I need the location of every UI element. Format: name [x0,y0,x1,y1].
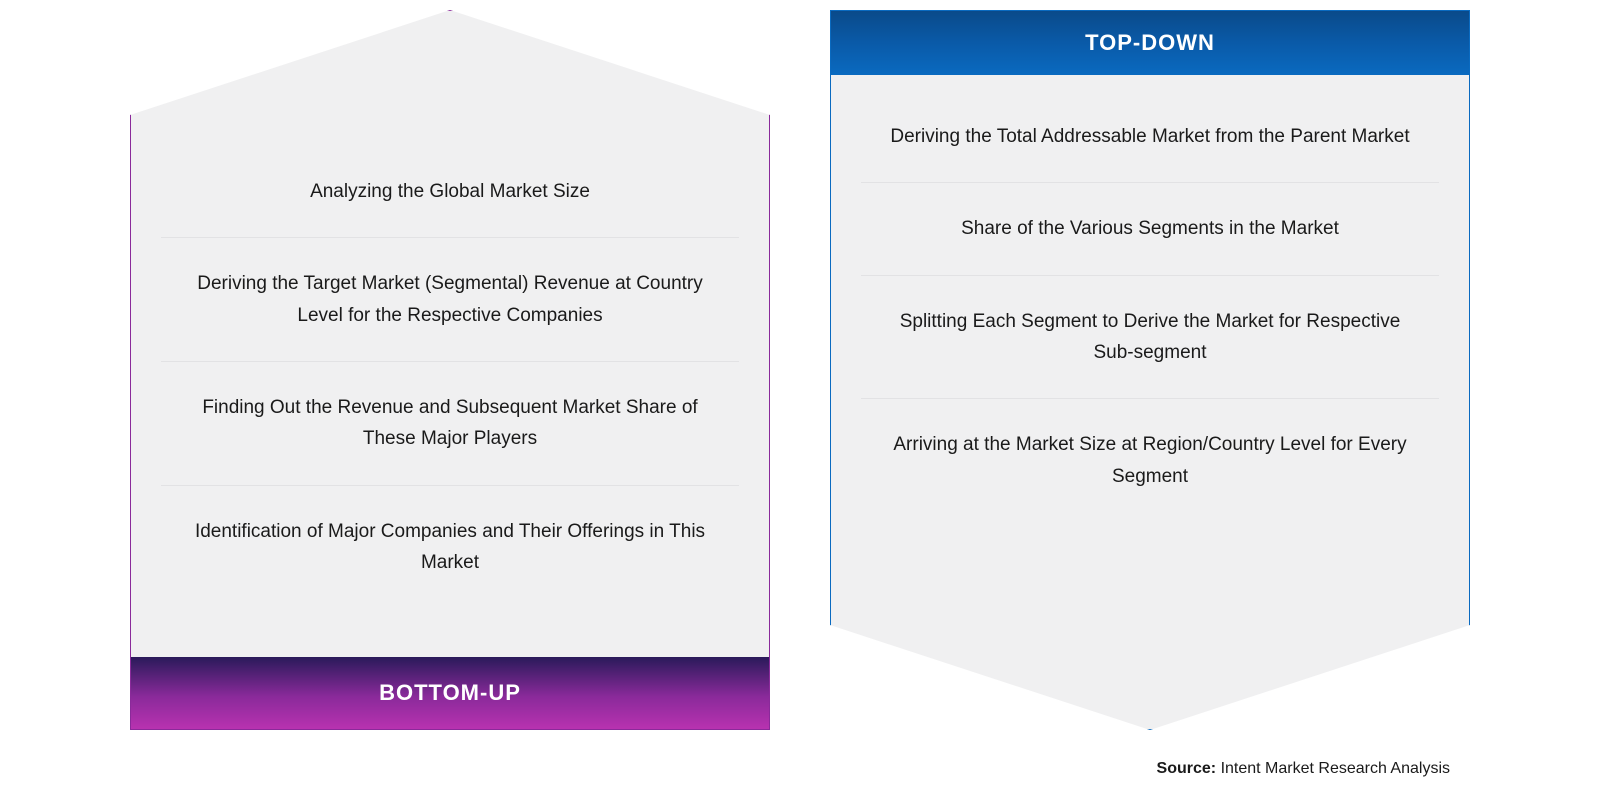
top-down-item: Deriving the Total Addressable Market fr… [861,91,1439,183]
bottom-up-item: Analyzing the Global Market Size [161,146,739,238]
bottom-up-panel: Analyzing the Global Market Size Derivin… [130,10,770,730]
top-down-panel: TOP-DOWN Deriving the Total Addressable … [830,10,1470,730]
bottom-up-shape: Analyzing the Global Market Size Derivin… [130,10,770,730]
top-down-item: Arriving at the Market Size at Region/Co… [861,399,1439,522]
top-down-item: Share of the Various Segments in the Mar… [861,183,1439,275]
bottom-up-title-bar: BOTTOM-UP [131,657,769,729]
source-line: Source: Intent Market Research Analysis [1157,760,1450,778]
top-down-item: Splitting Each Segment to Derive the Mar… [861,276,1439,400]
top-down-title: TOP-DOWN [1085,30,1215,56]
top-down-title-bar: TOP-DOWN [831,11,1469,75]
bottom-up-item: Deriving the Target Market (Segmental) R… [161,238,739,362]
bottom-up-title: BOTTOM-UP [379,680,521,706]
source-text: Intent Market Research Analysis [1221,760,1450,777]
top-down-items: Deriving the Total Addressable Market fr… [831,91,1469,522]
diagram-wrap: Analyzing the Global Market Size Derivin… [0,0,1600,730]
bottom-up-item: Identification of Major Companies and Th… [161,486,739,609]
bottom-up-item: Finding Out the Revenue and Subsequent M… [161,362,739,486]
bottom-up-items: Analyzing the Global Market Size Derivin… [131,146,769,608]
top-down-shape: TOP-DOWN Deriving the Total Addressable … [830,10,1470,730]
source-label: Source: [1157,760,1217,777]
